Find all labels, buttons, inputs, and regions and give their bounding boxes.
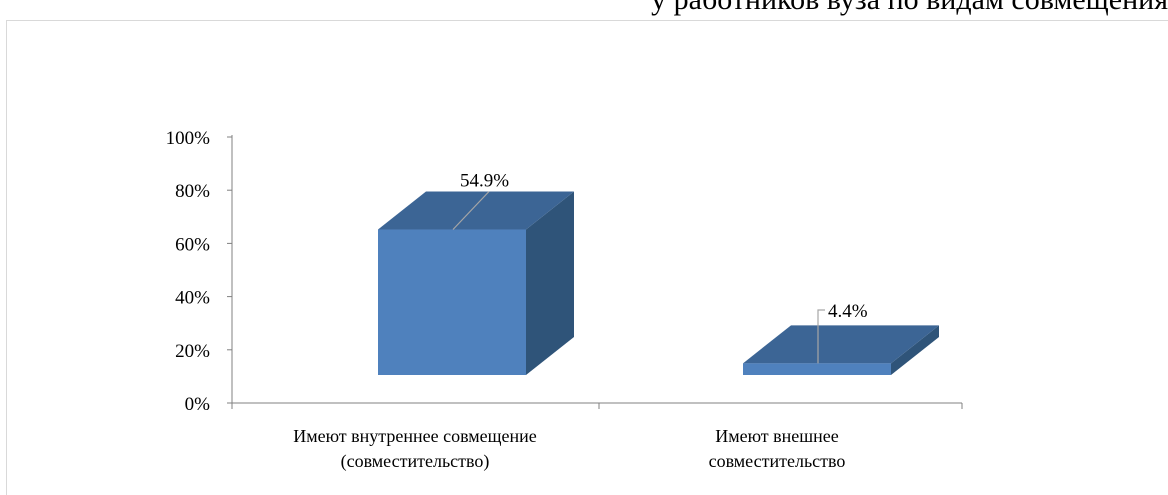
data-label-leader [817,309,825,364]
y-tick-label: 20% [175,341,210,362]
y-tick-label: 100% [166,128,211,149]
chart-frame [6,20,1168,495]
bar-front-face [743,363,891,375]
y-tick-label: 40% [175,288,210,309]
x-category-label: Имеют внешнее [715,426,839,446]
bar-front-face [378,229,526,375]
y-tick-label: 0% [185,394,211,415]
bar-top-face [743,325,939,364]
data-label-leader [452,191,490,230]
data-label-1: 54.9% [460,171,509,192]
chart-bars [378,191,939,375]
chart-labels: 54.9% 4.4% Имеют внутреннее совмещение (сов… [293,171,868,472]
y-tick-label: 60% [175,234,210,255]
page-top-text-fragment: у работников вуза по видам совмещения [0,0,1168,17]
data-label-2: 4.4% [828,301,868,322]
bar-1 [378,191,574,375]
x-category-label: (совместительство) [341,451,490,472]
chart-axes: 0% 20% 40% 60% 80% 100% [166,128,963,415]
bar-2 [743,325,939,375]
bar-side-face [526,191,574,375]
x-category-label: совместительство [709,451,846,471]
x-category-label: Имеют внутреннее совмещение [293,426,537,446]
y-tick-label: 80% [175,181,210,202]
bar-side-face [891,325,939,375]
bar-top-face [378,191,574,230]
